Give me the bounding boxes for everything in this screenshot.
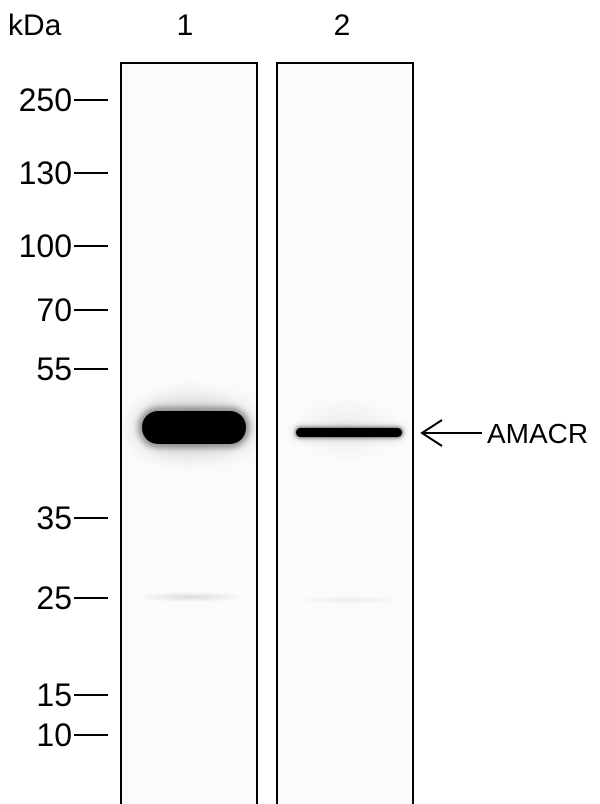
lane-1-label: 1	[176, 9, 194, 42]
marker-55-tick	[74, 368, 108, 370]
marker-70-tick	[74, 309, 108, 311]
arrow-left-icon	[420, 419, 482, 447]
marker-130-label: 130	[18, 155, 72, 191]
lane-2-amacr-band	[296, 428, 402, 437]
marker-35: 35	[0, 500, 112, 536]
marker-15-label: 15	[36, 677, 72, 713]
marker-35-tick	[74, 517, 108, 519]
marker-10: 10	[0, 717, 112, 753]
marker-25: 25	[0, 580, 112, 616]
marker-100-label: 100	[18, 228, 72, 264]
marker-25-tick	[74, 597, 108, 599]
marker-15-tick	[74, 694, 108, 696]
marker-35-label: 35	[36, 500, 72, 536]
marker-25-label: 25	[36, 580, 72, 616]
marker-100-tick	[74, 245, 108, 247]
marker-10-label: 10	[36, 717, 72, 753]
marker-70-label: 70	[36, 292, 72, 328]
marker-100: 100	[0, 228, 112, 264]
marker-250-tick	[74, 99, 108, 101]
marker-250: 250	[0, 82, 112, 118]
lane-2-label: 2	[333, 9, 351, 42]
marker-15: 15	[0, 677, 112, 713]
lane-1-amacr-band	[142, 411, 246, 444]
marker-130: 130	[0, 155, 112, 191]
marker-130-tick	[74, 172, 108, 174]
marker-55: 55	[0, 351, 112, 387]
marker-250-label: 250	[18, 82, 72, 118]
marker-10-tick	[74, 734, 108, 736]
unit-label: kDa	[8, 9, 62, 42]
target-protein-label: AMACR	[487, 418, 589, 449]
lane-2	[276, 62, 414, 804]
marker-70: 70	[0, 292, 112, 328]
marker-55-label: 55	[36, 351, 72, 387]
lane-2-faint-band	[298, 596, 402, 604]
lane-1	[120, 62, 258, 804]
lane-1-faint-band	[138, 592, 244, 602]
